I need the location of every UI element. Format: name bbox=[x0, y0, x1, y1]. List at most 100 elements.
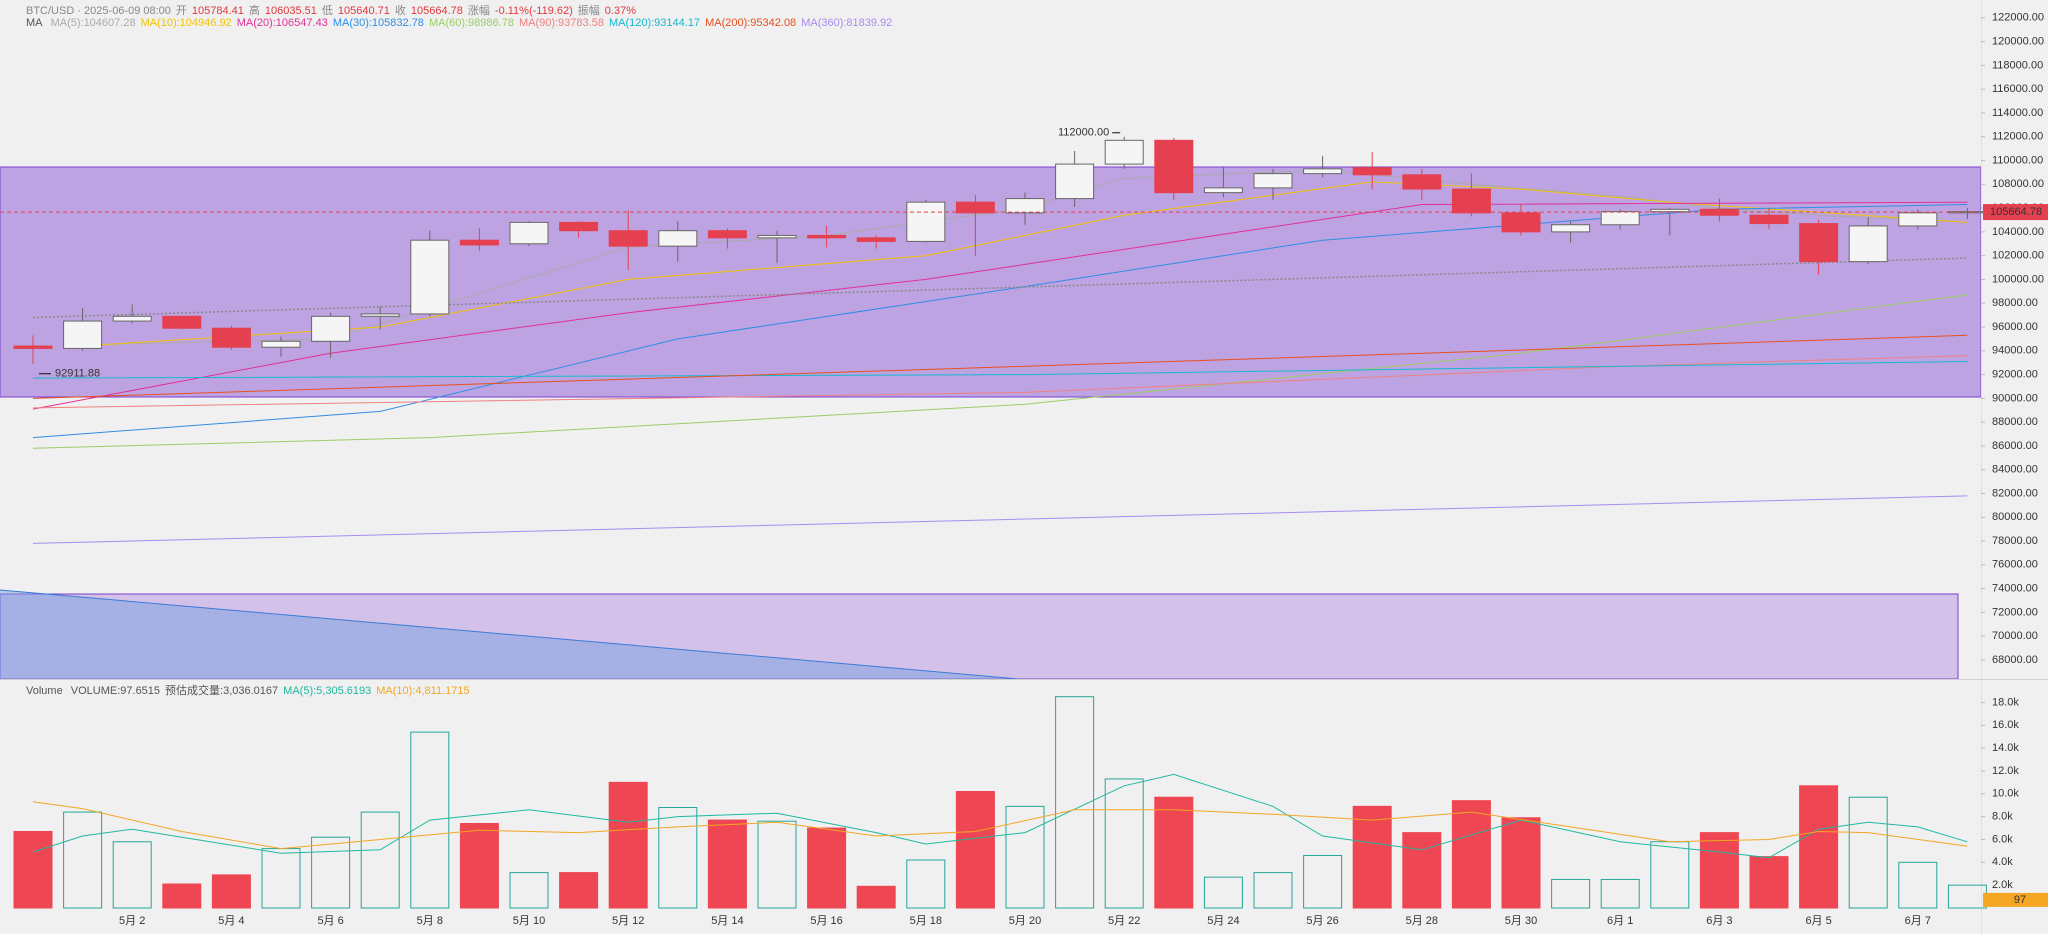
last-volume-label: 97 bbox=[2014, 894, 2026, 906]
ma-line bbox=[32, 773, 1968, 859]
volume-bar bbox=[1402, 832, 1442, 909]
candle-body bbox=[509, 221, 549, 245]
volume-bar bbox=[261, 848, 301, 909]
ma-legend: MA MA(5):104607.28 MA(10):104946.92 MA(20)… bbox=[26, 17, 897, 29]
y-tick-label: 76000.00 bbox=[1992, 559, 2038, 571]
x-tick-label: 5月 2 bbox=[119, 915, 145, 927]
x-tick-label: 6月 3 bbox=[1706, 915, 1732, 927]
y-tick-label: 112000.00 bbox=[1992, 131, 2043, 143]
volume-bar bbox=[1154, 796, 1194, 909]
candle-body bbox=[658, 230, 698, 247]
legend-entry: MA(5):5,305.6193 bbox=[283, 685, 372, 697]
y-tick-label: 10.0k bbox=[1992, 788, 2019, 800]
x-tick-label: 5月 22 bbox=[1108, 915, 1140, 927]
x-tick-label: 5月 26 bbox=[1306, 915, 1338, 927]
legend-entry: MA(120):93144.17 bbox=[608, 17, 701, 29]
candle-body bbox=[112, 315, 152, 322]
field-value: 105664.78 bbox=[410, 5, 463, 17]
volume-bar bbox=[707, 819, 747, 909]
field-label: 振幅 bbox=[577, 5, 600, 17]
y-tick-label: 12.0k bbox=[1992, 765, 2019, 777]
y-tick-label: 8.0k bbox=[1992, 811, 2013, 823]
x-tick-label: 5月 28 bbox=[1406, 915, 1438, 927]
y-tick-label: 74000.00 bbox=[1992, 583, 2038, 595]
y-tick-label: 4.0k bbox=[1992, 856, 2013, 868]
candle-body bbox=[162, 315, 202, 329]
candle-body bbox=[1650, 208, 1690, 213]
candle-body bbox=[211, 327, 251, 348]
legend-entry: 预估成交量:3,036.0167 bbox=[165, 685, 279, 697]
x-tick-label: 5月 8 bbox=[417, 915, 443, 927]
field-label: 收 bbox=[394, 5, 406, 17]
ma-line bbox=[32, 355, 1968, 409]
legend-entry: MA(20):106547.43 bbox=[236, 17, 328, 29]
volume-bar bbox=[1203, 876, 1243, 909]
candle-body bbox=[360, 313, 400, 317]
candle-body bbox=[1600, 211, 1640, 226]
y-tick-label: 72000.00 bbox=[1992, 606, 2038, 618]
volume-bar bbox=[162, 883, 202, 909]
y-tick-label: 100000.00 bbox=[1992, 273, 2044, 285]
candle-body bbox=[1799, 223, 1839, 263]
volume-bar bbox=[211, 874, 251, 909]
y-tick-label: 108000.00 bbox=[1992, 178, 2044, 190]
volume-bar bbox=[1600, 878, 1640, 909]
volume-bar bbox=[1005, 805, 1045, 909]
candle-body bbox=[410, 239, 450, 315]
x-tick-label: 6月 1 bbox=[1607, 915, 1633, 927]
volume-bar bbox=[1947, 884, 1987, 909]
x-tick-label: 5月 30 bbox=[1505, 915, 1537, 927]
volume-bar bbox=[955, 791, 995, 909]
x-tick-label: 5月 10 bbox=[513, 915, 545, 927]
annotation: 112000.00 bbox=[1058, 127, 1109, 139]
y-tick-label: 18.0k bbox=[1992, 696, 2019, 708]
y-tick-label: 80000.00 bbox=[1992, 511, 2038, 523]
candle-body bbox=[608, 230, 648, 247]
y-tick-label: 86000.00 bbox=[1992, 440, 2038, 452]
legend-entry: MA(200):95342.08 bbox=[705, 17, 797, 29]
volume-bar bbox=[410, 731, 450, 909]
candle-body bbox=[1303, 168, 1343, 175]
candle-body bbox=[13, 345, 53, 349]
volume-bar bbox=[459, 822, 499, 909]
y-tick-label: 84000.00 bbox=[1992, 464, 2038, 476]
volume-bar bbox=[509, 872, 549, 909]
volume-bar bbox=[1253, 872, 1293, 909]
last-volume-tag bbox=[1983, 892, 2048, 907]
candle-body bbox=[1402, 174, 1442, 190]
candle-body bbox=[1451, 188, 1491, 214]
volume-bar bbox=[856, 885, 896, 909]
ma-line bbox=[32, 361, 1968, 379]
x-tick-label: 5月 16 bbox=[810, 915, 842, 927]
field-label: 低 bbox=[321, 5, 333, 17]
x-tick-label: 5月 18 bbox=[910, 915, 942, 927]
field-value: -0.11%(-119.62) bbox=[494, 5, 573, 17]
candle-body bbox=[1203, 187, 1243, 194]
y-tick-label: 98000.00 bbox=[1992, 297, 2038, 309]
ma-line bbox=[32, 801, 1968, 850]
candle-body bbox=[1154, 139, 1194, 194]
zone bbox=[0, 166, 1982, 398]
drawing bbox=[0, 589, 1020, 680]
volume-bar bbox=[1898, 861, 1938, 909]
volume-bar bbox=[1303, 854, 1343, 909]
field-value: 0.37% bbox=[604, 5, 636, 17]
volume-bar bbox=[112, 841, 152, 909]
y-tick-label: 6.0k bbox=[1992, 833, 2013, 845]
y-tick-label: 114000.00 bbox=[1992, 107, 2043, 119]
ma-line bbox=[32, 334, 1968, 399]
volume-bar bbox=[1848, 796, 1888, 909]
volume-bar bbox=[1749, 856, 1789, 909]
legend-entry: MA(30):105832.78 bbox=[332, 17, 424, 29]
ma-label: MA bbox=[26, 17, 43, 29]
y-tick-label: 78000.00 bbox=[1992, 535, 2038, 547]
y-tick-label: 102000.00 bbox=[1992, 250, 2044, 262]
candle-body bbox=[856, 237, 896, 242]
candle-body bbox=[1005, 198, 1045, 214]
volume-bar bbox=[1699, 832, 1739, 909]
field-label: 高 bbox=[248, 5, 260, 17]
annotation: 92911.88 bbox=[55, 368, 100, 380]
volume-bar bbox=[1650, 841, 1690, 909]
last-price-tag bbox=[1983, 204, 2048, 221]
